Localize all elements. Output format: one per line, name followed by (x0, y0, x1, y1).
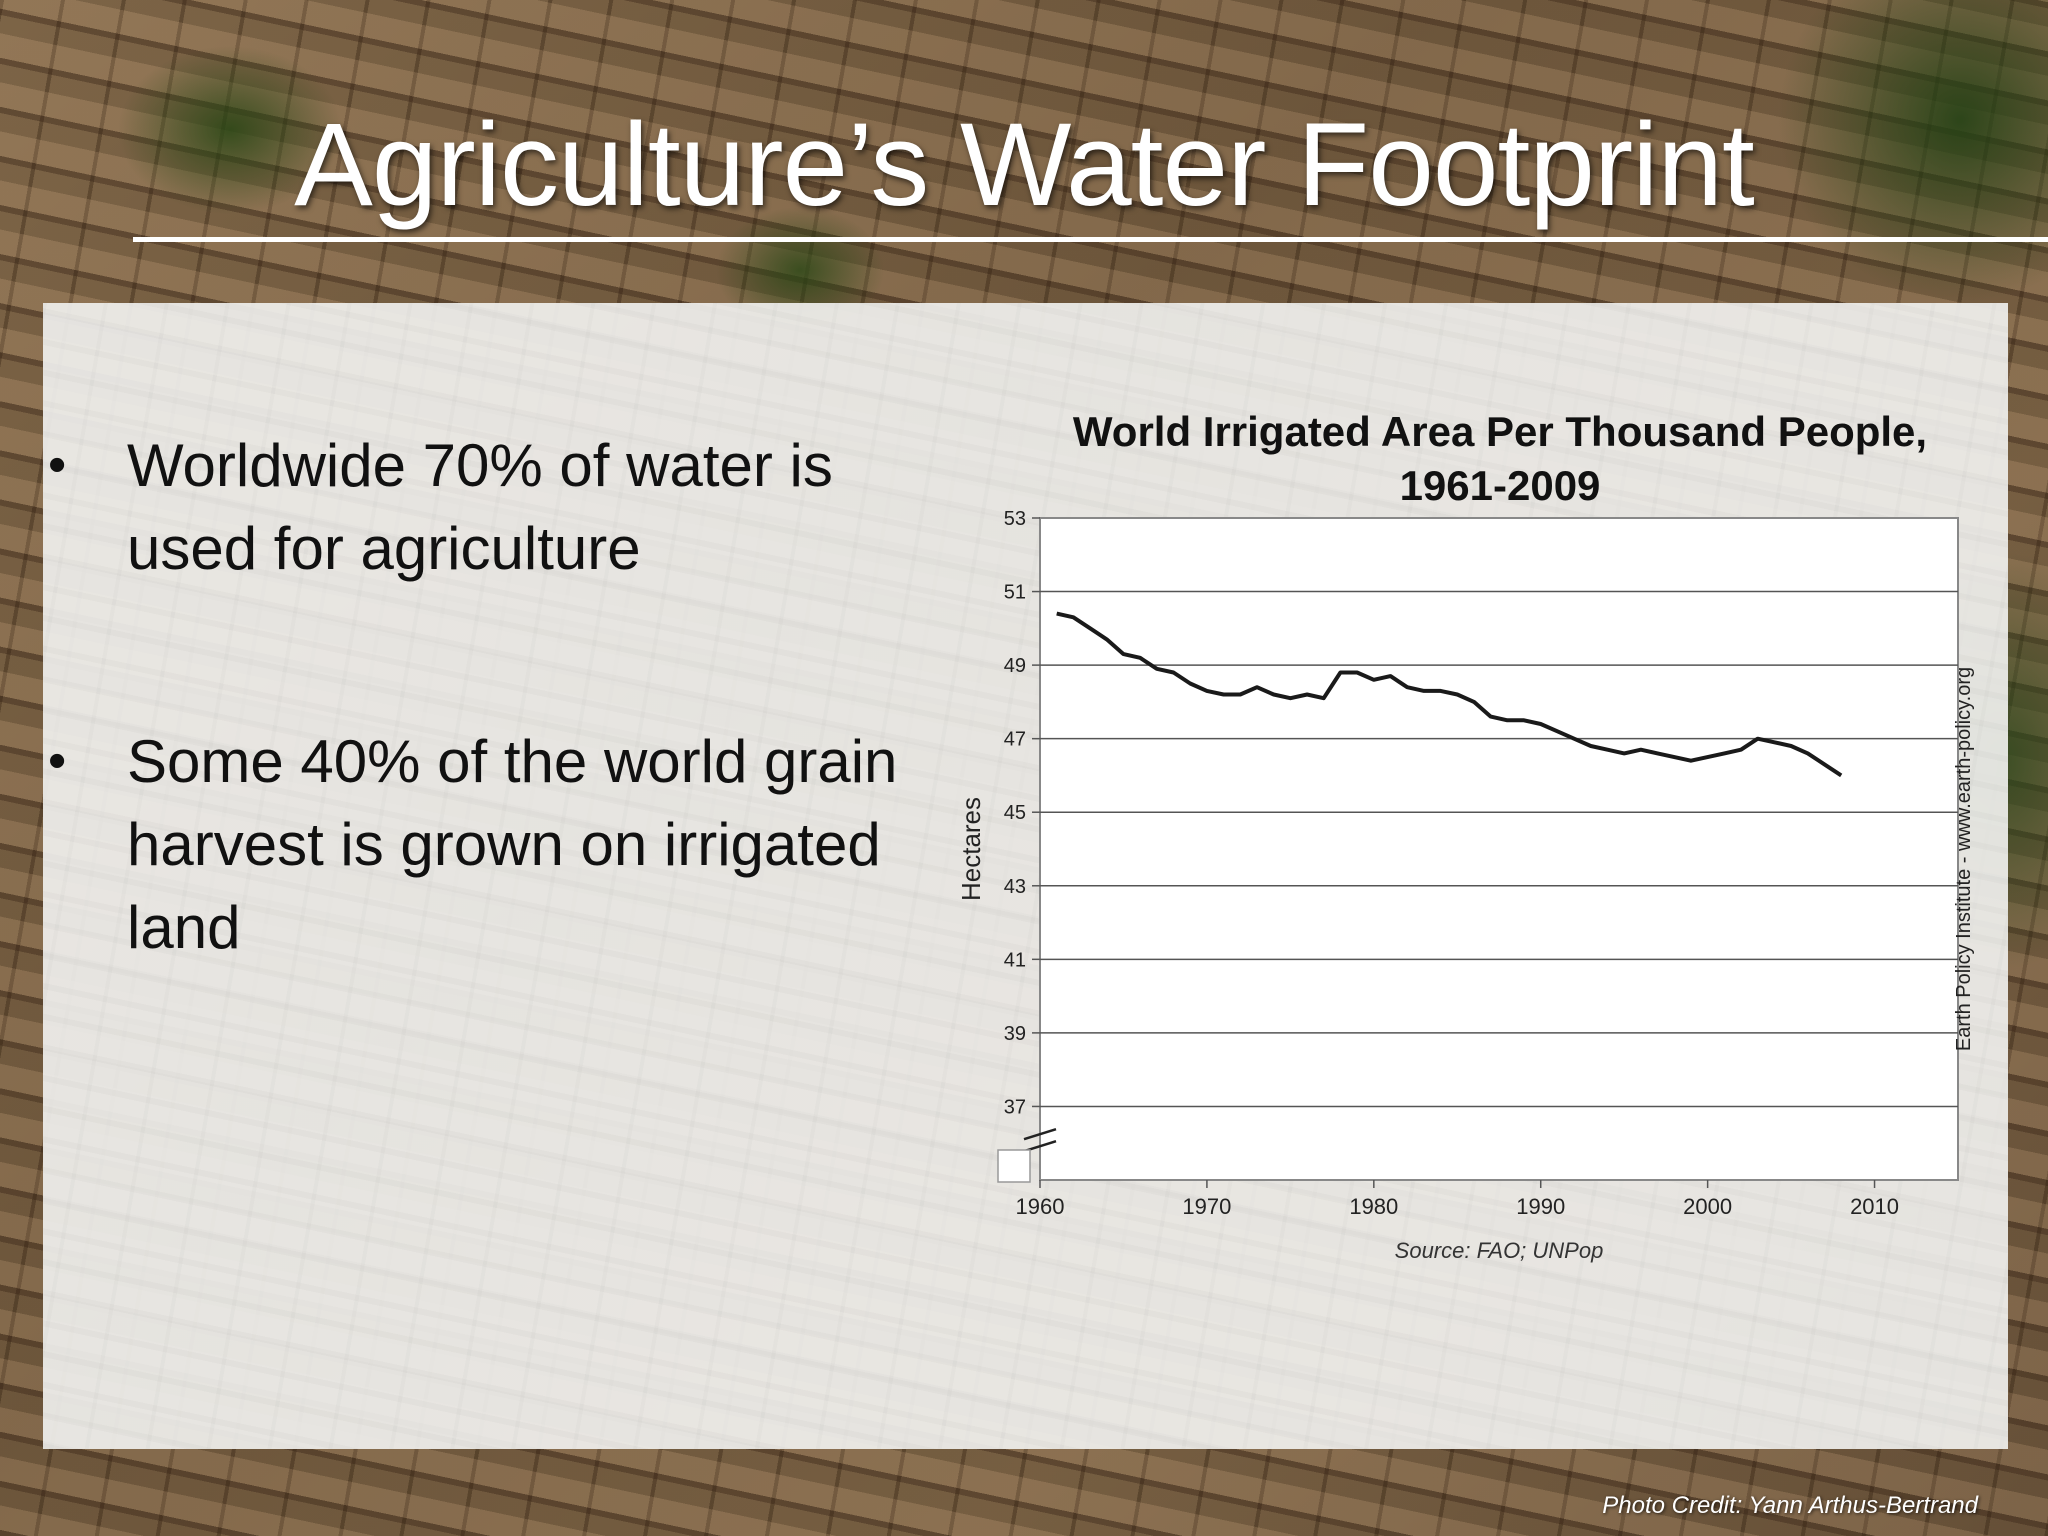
bullet-list: • Worldwide 70% of water is used for agr… (48, 424, 948, 1099)
chart-title: World Irrigated Area Per Thousand People… (1072, 408, 1928, 509)
bullet-item: • Some 40% of the world grain harvest is… (48, 720, 948, 969)
axis-break-mark (1023, 1128, 1057, 1141)
series-line (1056, 611, 1843, 778)
line-chart: 37 39 41 43 45 47 49 51 53 1960 1970 1980 1990 2000 20… (956, 508, 1975, 1263)
y-tick-label: 43 (1004, 876, 1026, 898)
y-tick-label: 39 (1004, 1023, 1026, 1045)
x-tick-label: 1970 (1182, 1194, 1231, 1219)
y-tick-label: 47 (1004, 729, 1026, 751)
bullet-text: Worldwide 70% of water is used for agric… (127, 432, 833, 582)
bullet-item: • Worldwide 70% of water is used for agr… (48, 424, 948, 590)
x-tick-label: 1990 (1516, 1194, 1565, 1219)
photo-credit: Photo Credit: Yann Arthus-Bertrand (1602, 1492, 1978, 1519)
y-tick-label: 45 (1004, 802, 1026, 824)
x-tick-label: 2010 (1850, 1194, 1899, 1219)
title-underline (133, 237, 2048, 242)
bullet-marker: • (48, 436, 67, 494)
x-tick-label: 2000 (1683, 1194, 1732, 1219)
axis-break-box (997, 1149, 1031, 1183)
y-tick-label: 41 (1004, 949, 1026, 971)
y-tick-label: 37 (1004, 1096, 1026, 1118)
y-tick-label: 49 (1004, 655, 1026, 677)
bullet-text: Some 40% of the world grain harvest is g… (127, 728, 898, 961)
y-tick-label: 53 (1004, 508, 1026, 530)
chart-side-label: Earth Policy Institute - www.earth-polic… (1953, 667, 1975, 1051)
plot-area (1039, 517, 1959, 1181)
x-tick-label: 1980 (1349, 1194, 1398, 1219)
slide-title: Agriculture’s Water Footprint (294, 99, 1755, 231)
x-tick-label: 1960 (1016, 1194, 1065, 1219)
bullet-marker: • (48, 732, 67, 790)
y-tick-label: 51 (1004, 582, 1026, 604)
y-axis-label: Hectares (956, 797, 986, 901)
chart-source: Source: FAO; UNPop (1395, 1238, 1604, 1263)
